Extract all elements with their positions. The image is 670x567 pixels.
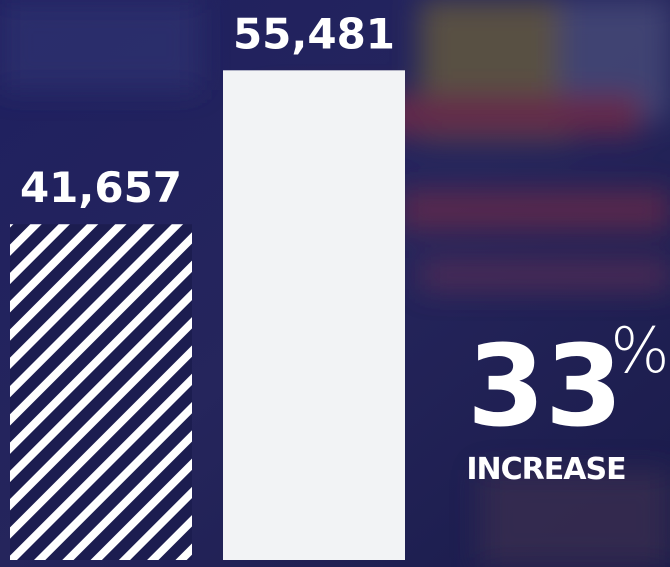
increase-label: INCREASE xyxy=(466,452,625,487)
bar xyxy=(10,224,192,561)
value-label: 55,481 xyxy=(233,9,395,58)
bar xyxy=(223,70,405,560)
increase-annotation: 33 % INCREASE xyxy=(466,314,669,487)
value-label: 41,657 xyxy=(20,163,182,212)
increase-unit: % xyxy=(611,314,670,387)
increase-value: 33 xyxy=(467,322,623,452)
bars: 41,657 55,481 xyxy=(10,9,405,561)
